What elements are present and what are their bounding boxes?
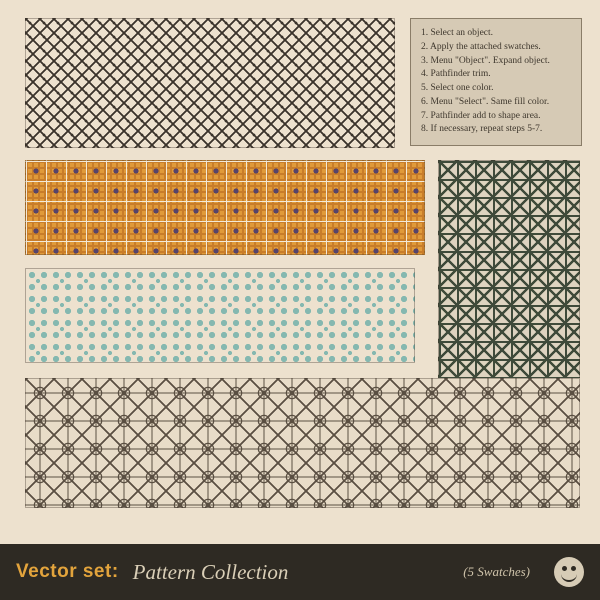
instructions-panel: 1. Select an object. 2. Apply the attach… [410,18,582,146]
pattern-collection-canvas: 1. Select an object. 2. Apply the attach… [0,0,600,600]
swatch-count-label: (5 Swatches) [463,564,530,580]
instruction-step: 7. Pathfinder add to shape area. [421,110,571,124]
instruction-step: 3. Menu "Object". Expand object. [421,55,571,69]
instructions-list: 1. Select an object. 2. Apply the attach… [421,27,571,137]
instruction-step: 1. Select an object. [421,27,571,41]
instruction-step: 4. Pathfinder trim. [421,68,571,82]
wink-smiley-icon [554,557,584,587]
instruction-step: 6. Menu "Select". Same fill color. [421,96,571,110]
instruction-step: 8. If necessary, repeat steps 5-7. [421,123,571,137]
swatch-pinwheel [25,18,395,148]
collection-title: Pattern Collection [133,560,289,585]
vector-set-label: Vector set: [16,561,119,583]
instruction-step: 5. Select one color. [421,82,571,96]
swatch-starburst-sepia [25,378,580,508]
instruction-step: 2. Apply the attached swatches. [421,41,571,55]
swatch-teal-quatrefoil [25,268,415,363]
footer-bar: Vector set: Pattern Collection (5 Swatch… [0,544,600,600]
swatch-orange-meander [25,160,425,255]
